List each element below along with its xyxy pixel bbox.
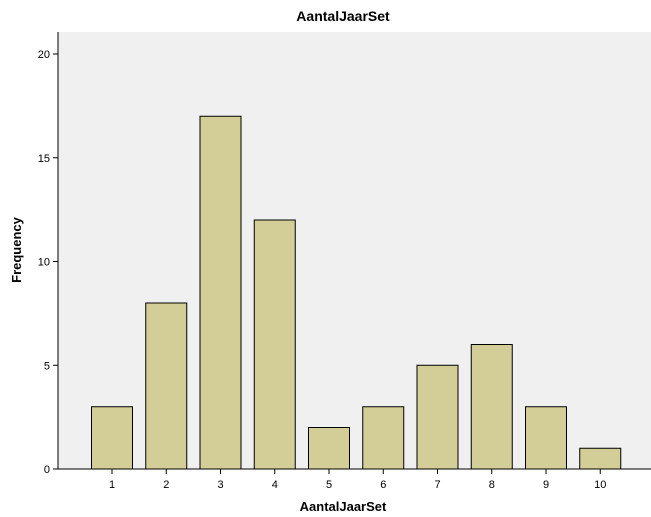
bar-6 [362,406,405,470]
y-tick-label-0: 0 [44,464,50,476]
bar-5 [308,427,350,470]
bar-8 [470,344,513,470]
bar-3 [199,115,242,470]
x-tick-label-9: 9 [543,479,549,491]
x-tick-label-4: 4 [272,479,278,491]
bar-9 [525,406,567,470]
chart-title: AantalJaarSet [296,8,390,24]
y-tick-label-20: 20 [38,49,50,61]
x-tick-label-3: 3 [217,479,223,491]
bar-1 [91,406,133,470]
y-tick-label-10: 10 [38,257,50,269]
x-tick-label-7: 7 [434,479,440,491]
y-tick-label-15: 15 [38,153,50,165]
y-axis-ticks: 0 5 10 15 20 [38,49,58,476]
x-tick-label-6: 6 [380,479,386,491]
x-tick-label-1: 1 [109,479,115,491]
y-tick-label-5: 5 [44,360,50,372]
x-tick-label-5: 5 [326,479,332,491]
bar-4 [253,219,296,470]
x-axis-title: AantalJaarSet [300,499,387,514]
bar-2 [145,302,188,470]
bar-7 [416,364,459,470]
x-tick-label-10: 10 [594,479,606,491]
x-axis-ticks: 1 2 3 4 5 6 7 8 9 10 [109,469,606,491]
x-tick-label-8: 8 [489,479,495,491]
x-tick-label-2: 2 [163,479,169,491]
bars-group [91,115,622,470]
y-axis-title: Frequency [9,216,24,283]
bar-10 [579,447,622,470]
